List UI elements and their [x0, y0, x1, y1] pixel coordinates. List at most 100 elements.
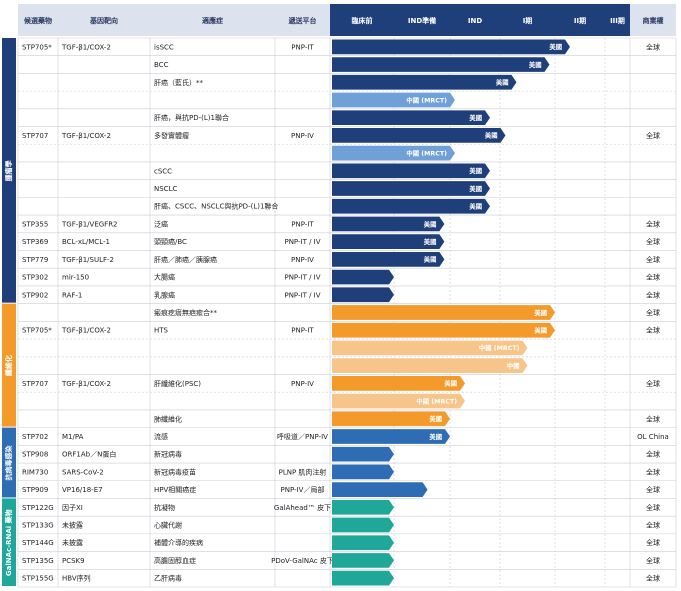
bar-region-label: 美國 — [485, 131, 498, 140]
drug-name: STP133G — [22, 522, 54, 530]
header-band — [18, 4, 330, 36]
indication: 流感 — [154, 432, 168, 441]
commercial-rights: 全球 — [646, 131, 660, 140]
indication: HPV相關癌症 — [154, 485, 196, 494]
progress-bar — [332, 252, 445, 267]
indication: 頭頸癌/BC — [154, 237, 187, 246]
bar-region-label: 美國 — [444, 379, 457, 388]
drug-name: RIM730 — [22, 468, 48, 476]
progress-bar — [332, 234, 445, 250]
progress-bar — [332, 358, 528, 373]
indication: BCC — [154, 61, 169, 69]
indication: 新冠病毒 — [154, 450, 182, 459]
gene-target: M1/PA — [62, 433, 84, 441]
progress-bar — [332, 110, 490, 126]
indication: 肝癌（藍氏）** — [154, 78, 203, 87]
bar-region-label: 美國 — [424, 255, 437, 264]
bar-region-label: 美國 — [469, 113, 482, 122]
column-header: 適應症 — [202, 16, 223, 25]
progress-bar — [332, 287, 394, 303]
bar-region-label: 中國 (MRCT) — [479, 343, 520, 352]
commercial-rights: 全球 — [646, 379, 660, 388]
indication: 肝癌／肺癌／胰腺癌 — [154, 255, 217, 264]
bar-region-label: 美國 — [429, 414, 442, 423]
section-label: GalNAc-RNAi 藥物 — [4, 509, 13, 576]
progress-bar — [332, 429, 450, 444]
progress-bar — [332, 198, 490, 214]
commercial-rights: 全球 — [646, 521, 660, 530]
commercial-rights: 全球 — [646, 574, 660, 583]
indication: isSCC — [154, 43, 174, 51]
drug-name: STP902 — [22, 291, 48, 299]
bar-region-label: 美國 — [534, 308, 547, 317]
progress-bar — [332, 181, 490, 196]
drug-name: STP707 — [22, 380, 48, 388]
progress-bar — [332, 305, 555, 320]
drug-name: STP144G — [22, 539, 54, 547]
gene-target: TGF-β1/COX-2 — [61, 327, 111, 335]
gene-target: 未披露 — [62, 538, 83, 547]
gene-target: SARS-CoV-2 — [62, 468, 104, 476]
bar-region-label: 中國 (MRCT) — [406, 148, 447, 157]
drug-name: STP705* — [22, 327, 52, 335]
bar-region-label: 美國 — [529, 60, 542, 69]
column-header: IND準備 — [408, 16, 436, 25]
drug-name: STP155G — [22, 575, 54, 583]
progress-bar — [332, 57, 550, 72]
commercial-rights: 全球 — [646, 414, 660, 423]
gene-target: 未披露 — [62, 521, 83, 530]
delivery-platform: PNP-IT — [291, 220, 314, 228]
indication: 肝纖維化(PSC) — [154, 379, 201, 388]
progress-bar — [332, 411, 450, 427]
gene-target: mir-150 — [62, 274, 89, 282]
drug-name: STP355 — [22, 220, 48, 228]
indication: 新冠病毒疫苗 — [154, 467, 196, 476]
indication: 乳腺癌 — [154, 290, 175, 299]
delivery-platform: PNP-IT — [291, 327, 314, 335]
bar-region-label: 美國 — [549, 42, 562, 51]
section-band — [2, 38, 16, 303]
progress-bar — [332, 74, 517, 90]
bar-region-label: 美國 — [429, 432, 442, 441]
bar-region-label: 美國 — [496, 78, 509, 87]
drug-name: STP122G — [22, 504, 54, 512]
delivery-platform: PNP-IV — [291, 380, 314, 388]
indication: 肺纖維化 — [154, 414, 182, 423]
gene-target: PCSK9 — [62, 557, 85, 565]
gene-target: TGF-β1/VEGFR2 — [61, 220, 118, 228]
progress-bar — [332, 163, 490, 179]
section-band — [2, 303, 16, 427]
commercial-rights: 全球 — [646, 42, 660, 51]
gene-target: 因子XI — [62, 504, 83, 512]
bar-region-label: 美國 — [534, 326, 547, 335]
column-header: 候選藥物 — [24, 16, 52, 25]
indication: 瘢痕疙瘩無疤癒合** — [154, 308, 217, 317]
drug-name: STP135G — [22, 557, 54, 565]
column-header: 遞送平台 — [289, 16, 317, 25]
indication: 心臟代謝 — [154, 521, 182, 530]
column-header: II期 — [574, 16, 586, 25]
gene-target: ORF1Ab／N蛋白 — [62, 450, 116, 459]
drug-name: STP909 — [22, 486, 48, 494]
progress-bar — [332, 446, 394, 462]
drug-name: STP702 — [22, 433, 48, 441]
progress-bar — [332, 393, 465, 409]
progress-bar — [332, 128, 506, 143]
commercial-rights: 全球 — [646, 326, 660, 335]
progress-bar — [332, 570, 394, 586]
commercial-rights: 全球 — [646, 450, 660, 459]
indication: 肝癌，與抗PD-(L)1聯合 — [154, 113, 229, 122]
section-label: 腫瘤學 — [4, 160, 13, 181]
indication: cSCC — [154, 167, 172, 175]
bar-region-label: 中國 (MRCT) — [406, 95, 447, 104]
section-band — [2, 427, 16, 498]
delivery-platform: PNP-IT — [291, 43, 314, 51]
commercial-rights: 全球 — [646, 485, 660, 494]
indication: 抗凝物 — [154, 503, 175, 512]
drug-name: STP705* — [22, 43, 52, 51]
section-label: 抗病毒感染 — [4, 445, 13, 481]
commercial-rights: 全球 — [646, 308, 660, 317]
bar-region-label: 中國 — [507, 361, 520, 370]
progress-bar — [332, 482, 428, 497]
delivery-platform: PLNP 肌肉注射 — [279, 467, 327, 476]
